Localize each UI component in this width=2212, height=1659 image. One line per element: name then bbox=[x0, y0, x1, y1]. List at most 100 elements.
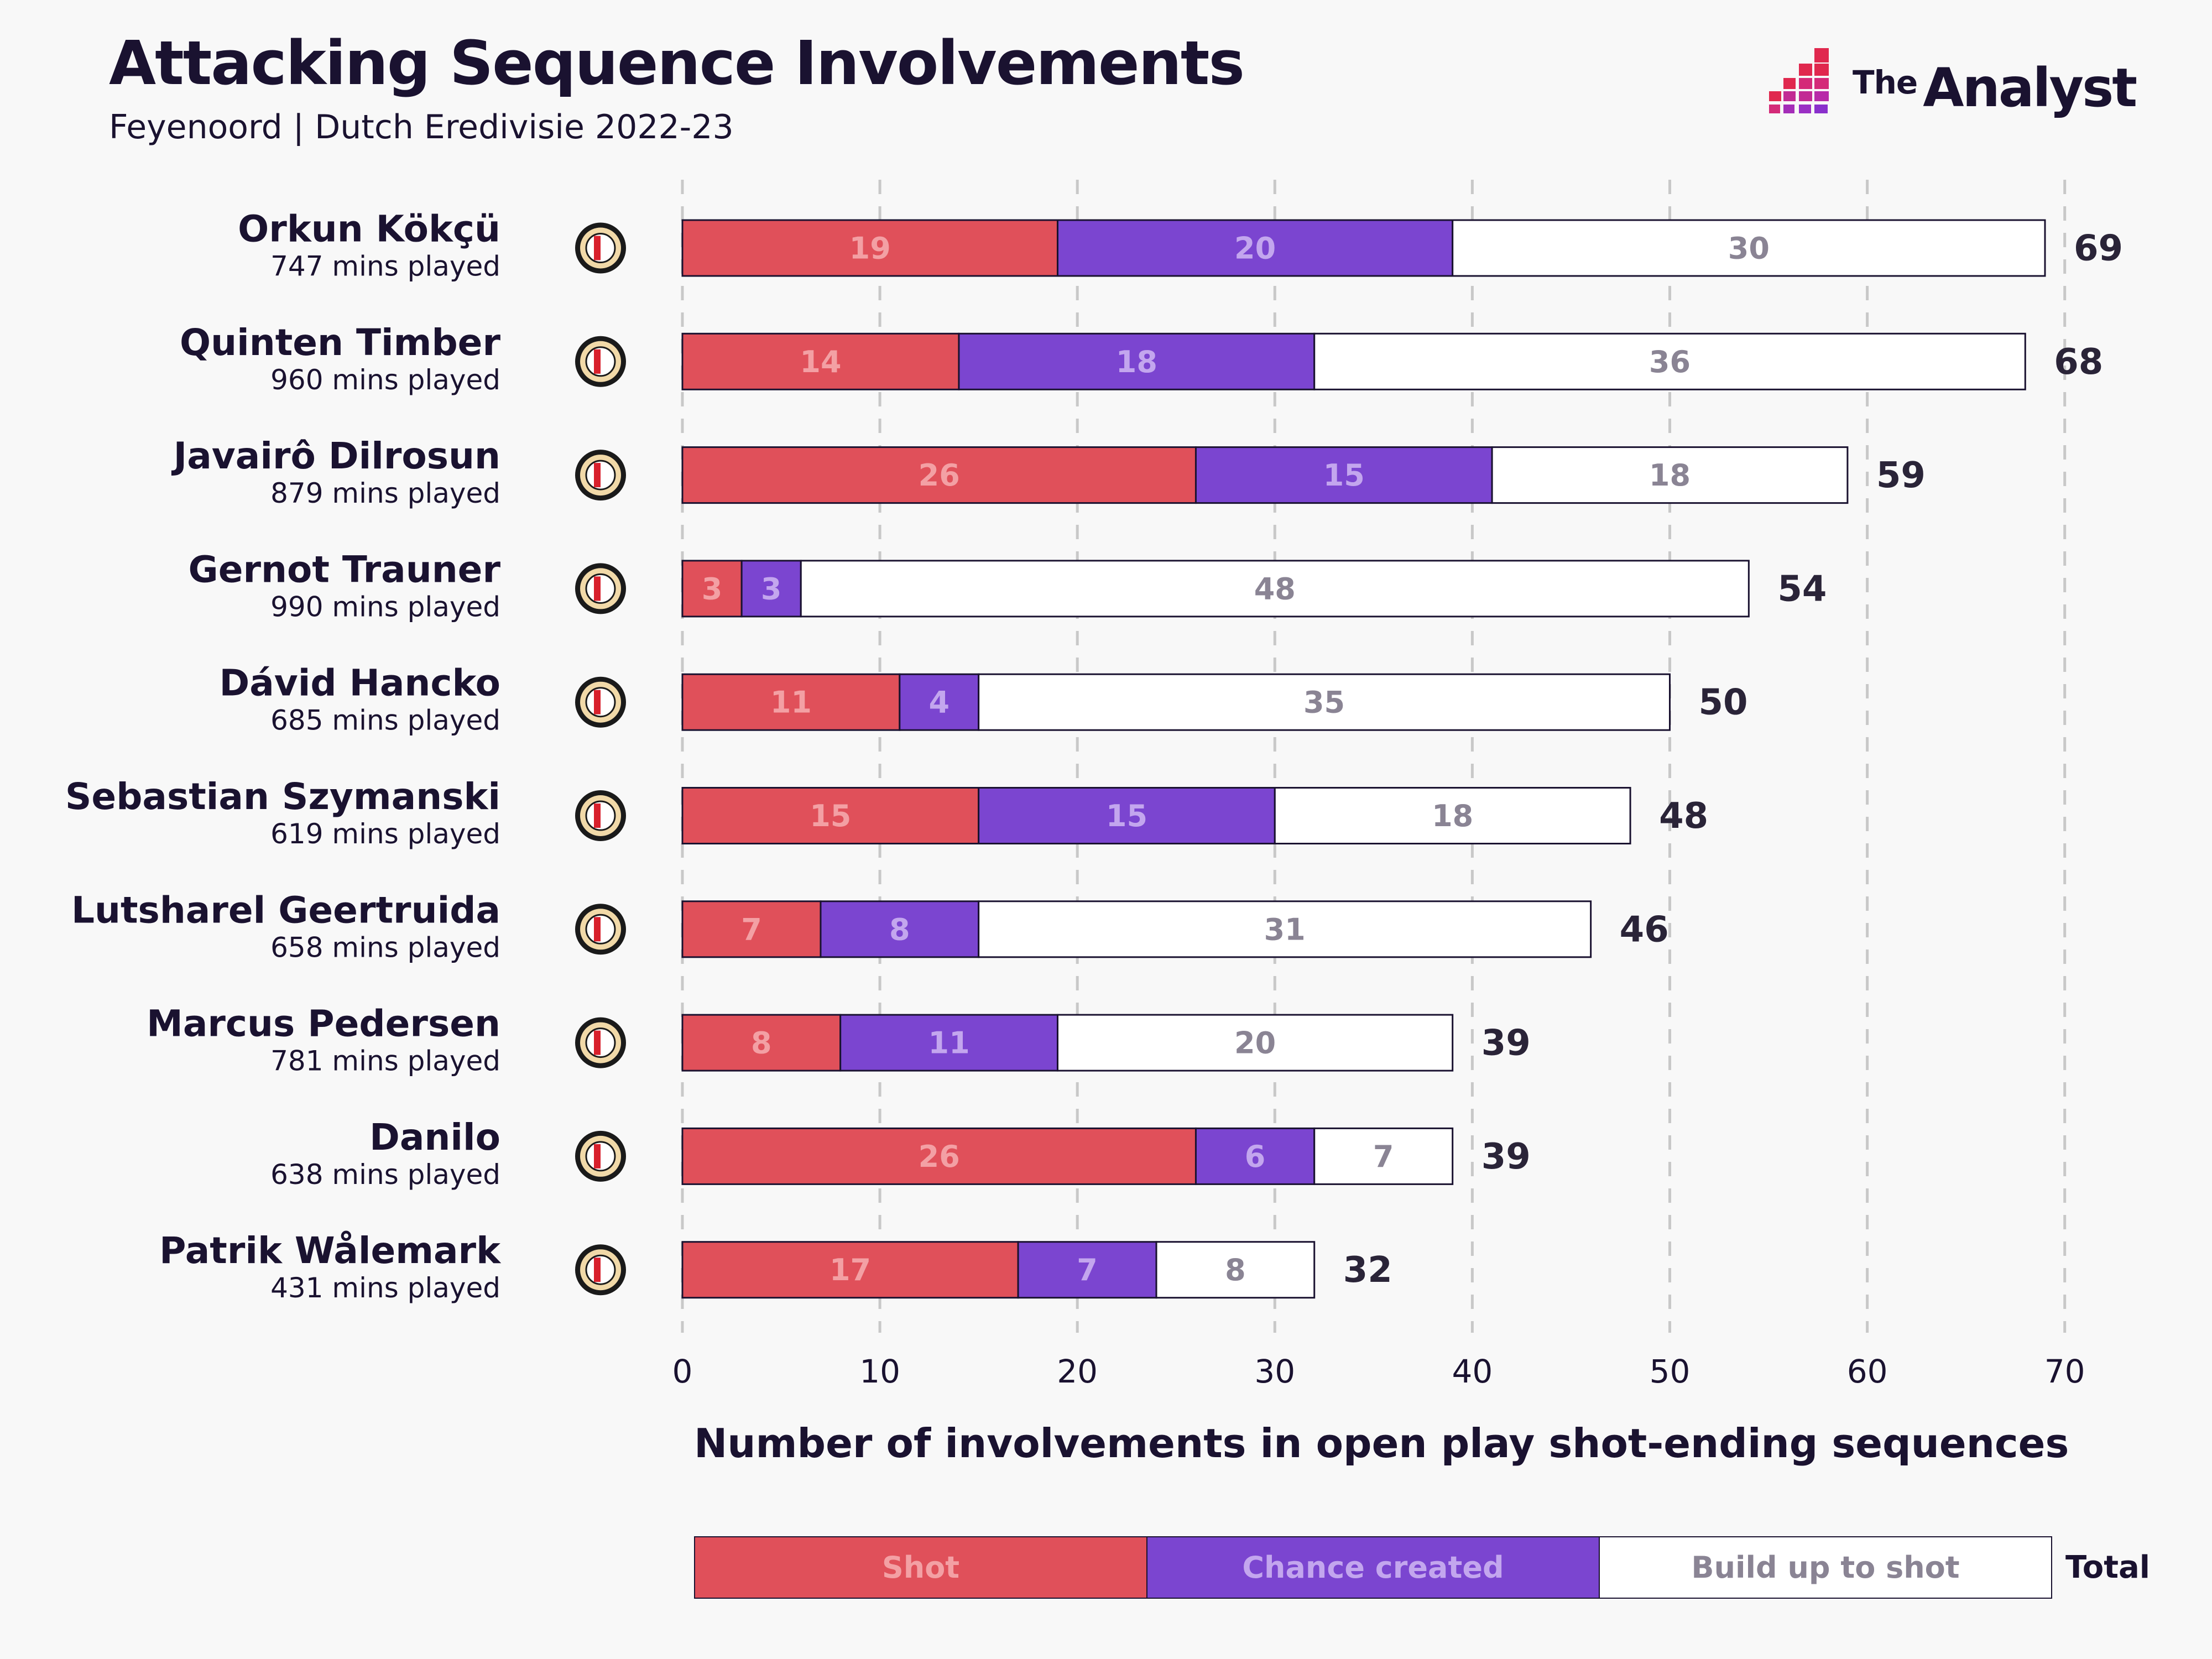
x-tick-label: 30 bbox=[1254, 1353, 1295, 1390]
club-badge-stripe bbox=[594, 1258, 601, 1282]
bar-label-buildup: 30 bbox=[1728, 231, 1770, 266]
player-name: Orkun Kökçü bbox=[238, 208, 500, 251]
bar-label-shot: 7 bbox=[741, 912, 762, 947]
player-minutes: 879 mins played bbox=[270, 477, 500, 509]
bar-buildup bbox=[1452, 219, 2046, 277]
club-badge-stripe bbox=[594, 1144, 601, 1168]
bar-label-chance: 11 bbox=[928, 1026, 970, 1061]
club-badge-stripe bbox=[594, 463, 601, 488]
player-minutes: 685 mins played bbox=[270, 705, 500, 737]
bar-total-label: 59 bbox=[1876, 455, 1926, 496]
x-tick-label: 70 bbox=[2044, 1353, 2085, 1390]
x-axis-label: Number of involvements in open play shot… bbox=[694, 1420, 2069, 1467]
bar-buildup bbox=[1313, 332, 2026, 390]
bar-label-buildup: 7 bbox=[1373, 1139, 1394, 1174]
bar-label-chance: 18 bbox=[1116, 345, 1157, 379]
x-tick-label: 50 bbox=[1650, 1353, 1691, 1390]
legend-shot: Shot bbox=[694, 1536, 1147, 1599]
bar-label-chance: 8 bbox=[889, 912, 910, 947]
bar-shot bbox=[681, 560, 743, 618]
bar-total-label: 32 bbox=[1343, 1250, 1392, 1291]
bar-label-chance: 7 bbox=[1077, 1253, 1098, 1287]
bar-chance bbox=[740, 560, 802, 618]
bar-label-buildup: 8 bbox=[1225, 1253, 1246, 1287]
bar-label-shot: 17 bbox=[830, 1253, 871, 1287]
player-name: Lutsharel Geertruida bbox=[71, 889, 500, 931]
player-minutes: 638 mins played bbox=[270, 1159, 500, 1191]
bar-label-shot: 3 bbox=[702, 571, 723, 606]
club-badge-stripe bbox=[594, 1030, 601, 1055]
bar-total-label: 39 bbox=[1481, 1023, 1531, 1064]
bar-label-buildup: 48 bbox=[1254, 571, 1296, 606]
club-badge-stripe bbox=[594, 576, 601, 601]
x-tick-label: 20 bbox=[1057, 1353, 1098, 1390]
bar-label-chance: 15 bbox=[1323, 458, 1365, 493]
club-badge-stripe bbox=[594, 690, 601, 714]
bar-label-buildup: 18 bbox=[1432, 799, 1473, 833]
bar-total-label: 39 bbox=[1481, 1136, 1531, 1177]
legend-build-up: Build up to shot bbox=[1599, 1536, 2052, 1599]
bar-chance bbox=[978, 787, 1276, 844]
player-minutes: 747 mins played bbox=[270, 251, 500, 283]
bar-label-shot: 26 bbox=[919, 458, 960, 493]
club-badge-stripe bbox=[594, 349, 601, 374]
brand-name: Analyst bbox=[1923, 57, 2137, 119]
x-tick-label: 40 bbox=[1452, 1353, 1493, 1390]
legend-total: Total bbox=[2065, 1550, 2150, 1585]
bar-label-buildup: 36 bbox=[1649, 345, 1691, 379]
bar-chance bbox=[1194, 1127, 1316, 1185]
x-tick-label: 60 bbox=[1847, 1353, 1888, 1390]
player-name: Danilo bbox=[369, 1116, 500, 1159]
chart-subtitle: Feyenoord | Dutch Eredivisie 2022-23 bbox=[109, 108, 734, 147]
bar-buildup bbox=[978, 900, 1592, 958]
bar-total-label: 68 bbox=[2054, 342, 2103, 383]
bar-chance bbox=[820, 900, 980, 958]
bar-shot bbox=[681, 900, 822, 958]
bar-shot bbox=[681, 1127, 1197, 1185]
bar-shot bbox=[681, 219, 1058, 277]
bar-total-label: 54 bbox=[1777, 568, 1827, 609]
bar-total-label: 48 bbox=[1659, 796, 1708, 837]
player-name: Gernot Trauner bbox=[189, 548, 501, 591]
bar-label-shot: 15 bbox=[810, 799, 851, 833]
bar-buildup bbox=[1274, 787, 1631, 844]
x-tick-label: 0 bbox=[672, 1353, 693, 1390]
bar-chance bbox=[958, 332, 1316, 390]
bar-chance bbox=[839, 1014, 1058, 1072]
player-name: Patrik Wålemark bbox=[159, 1229, 502, 1272]
bar-total-label: 46 bbox=[1620, 909, 1669, 950]
bar-label-chance: 15 bbox=[1106, 799, 1147, 833]
bar-shot bbox=[681, 332, 960, 390]
player-minutes: 431 mins played bbox=[270, 1272, 500, 1304]
bar-shot bbox=[681, 1014, 842, 1072]
bar-chance bbox=[1017, 1241, 1157, 1299]
legend-chance-created: Chance created bbox=[1146, 1536, 1600, 1599]
bar-label-chance: 4 bbox=[928, 685, 950, 720]
player-name: Dávid Hancko bbox=[219, 662, 500, 705]
brand-the: The bbox=[1853, 64, 1918, 101]
bar-buildup bbox=[1056, 1014, 1454, 1072]
bar-total-label: 50 bbox=[1699, 682, 1748, 723]
bar-label-shot: 26 bbox=[919, 1139, 960, 1174]
player-name: Marcus Pedersen bbox=[147, 1003, 500, 1045]
bar-buildup bbox=[1155, 1241, 1316, 1299]
chart-title: Attacking Sequence Involvements bbox=[109, 28, 1245, 98]
bar-label-buildup: 20 bbox=[1234, 1026, 1276, 1061]
club-badge-stripe bbox=[594, 917, 601, 942]
bar-label-chance: 20 bbox=[1234, 231, 1276, 266]
club-badge-stripe bbox=[594, 804, 601, 828]
x-tick-label: 10 bbox=[859, 1353, 900, 1390]
player-minutes: 960 mins played bbox=[270, 364, 500, 396]
bar-label-buildup: 35 bbox=[1303, 685, 1345, 720]
bar-buildup bbox=[800, 560, 1750, 618]
player-name: Quinten Timber bbox=[180, 321, 500, 364]
bar-buildup bbox=[1313, 1127, 1454, 1185]
bar-label-shot: 8 bbox=[751, 1026, 772, 1061]
bar-total-label: 69 bbox=[2074, 228, 2123, 269]
analyst-logo-icon bbox=[1769, 48, 1829, 113]
bar-buildup bbox=[978, 673, 1671, 731]
bar-label-shot: 11 bbox=[770, 685, 812, 720]
bar-label-chance: 6 bbox=[1245, 1139, 1266, 1174]
